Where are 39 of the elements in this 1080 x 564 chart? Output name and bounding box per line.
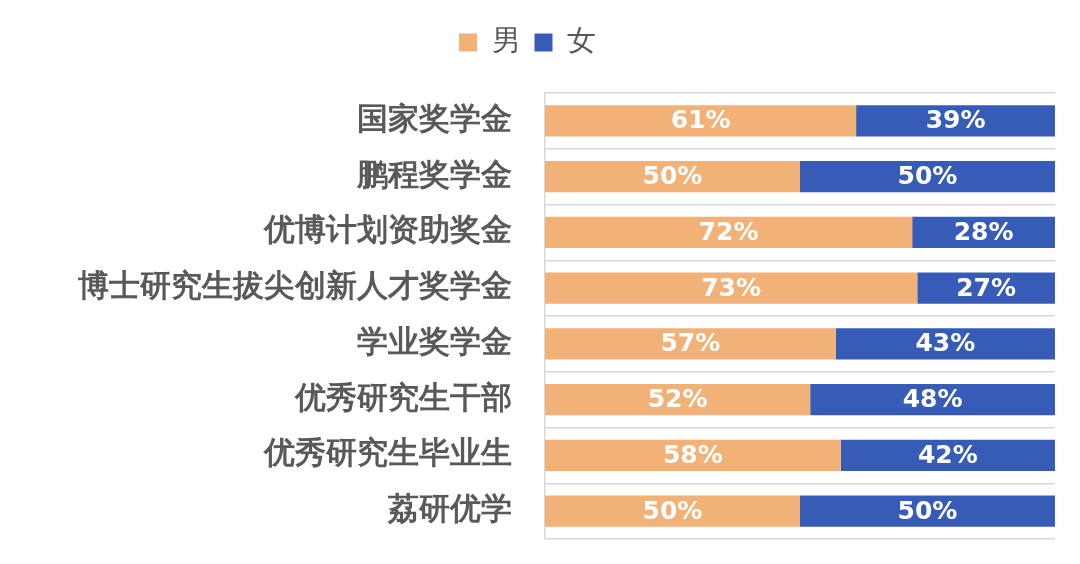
y-tick-label: 优秀研究生毕业生 bbox=[263, 434, 512, 471]
data-label: 58% bbox=[662, 439, 723, 469]
y-tick-label: 优博计划资助奖金 bbox=[263, 211, 512, 248]
data-label: 28% bbox=[953, 216, 1014, 246]
bar bbox=[810, 384, 1055, 416]
y-tick-label: 博士研究生拔尖创新人才奖学金 bbox=[78, 267, 512, 304]
data-label: 39% bbox=[925, 105, 986, 135]
bar bbox=[835, 328, 1055, 360]
bar bbox=[545, 495, 800, 527]
bar bbox=[545, 384, 811, 416]
data-label: 73% bbox=[701, 272, 762, 302]
bar bbox=[800, 161, 1055, 193]
bar bbox=[545, 272, 918, 304]
data-label: 57% bbox=[660, 328, 721, 358]
bar bbox=[545, 105, 857, 137]
bar bbox=[545, 439, 841, 471]
y-tick-label: 优秀研究生干部 bbox=[294, 378, 512, 415]
y-tick-label: 鹏程奖学金 bbox=[356, 155, 512, 192]
legend-label: 男 bbox=[491, 23, 521, 58]
data-label: 50% bbox=[897, 161, 958, 191]
data-label: 27% bbox=[956, 272, 1017, 302]
data-label: 48% bbox=[902, 384, 963, 414]
bar bbox=[545, 328, 836, 360]
data-label: 61% bbox=[670, 105, 731, 135]
bar bbox=[545, 216, 913, 248]
data-label: 52% bbox=[647, 384, 708, 414]
data-label: 42% bbox=[917, 439, 978, 469]
bar bbox=[545, 161, 800, 193]
legend-label: 女 bbox=[567, 23, 596, 58]
data-label: 50% bbox=[642, 161, 703, 191]
data-label: 50% bbox=[642, 495, 703, 525]
data-label: 72% bbox=[698, 216, 759, 246]
y-tick-label: 国家奖学金 bbox=[357, 99, 512, 136]
data-label: 43% bbox=[915, 328, 976, 358]
y-tick-label: 学业奖学金 bbox=[357, 322, 512, 359]
y-tick-label: 荔研优学 bbox=[387, 490, 512, 527]
bar bbox=[800, 495, 1055, 527]
data-label: 50% bbox=[897, 495, 958, 525]
bar bbox=[840, 439, 1055, 471]
